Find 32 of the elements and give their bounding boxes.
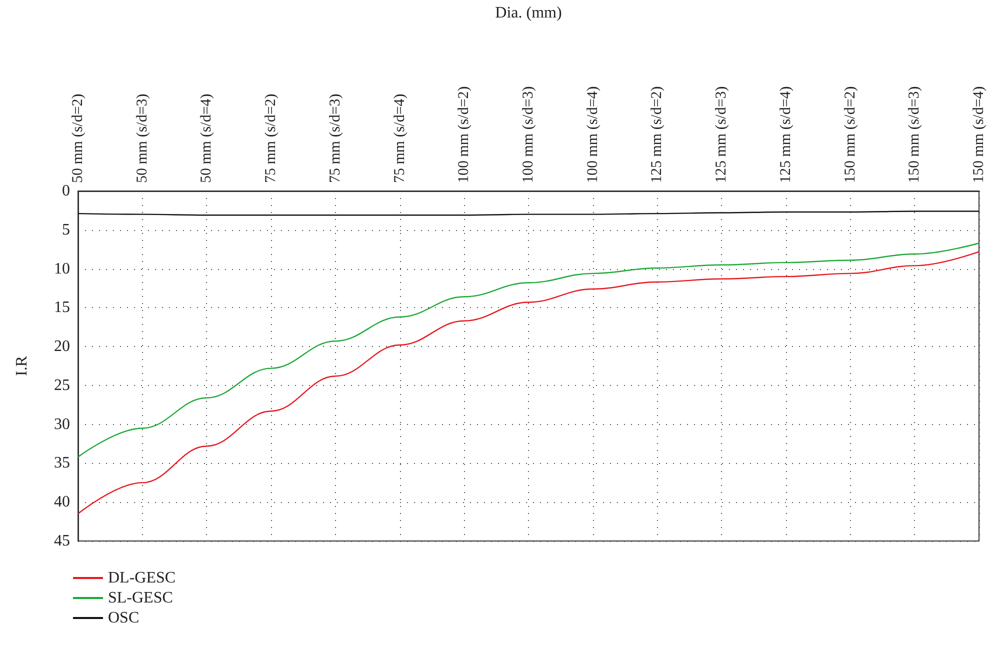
legend-label: OSC: [108, 610, 140, 626]
y-tick-label: 45: [54, 532, 70, 550]
y-tick-label: 15: [54, 299, 70, 316]
x-tick-label: 100 mm (s/d=2): [456, 86, 472, 183]
x-tick-label: 50 mm (s/d=4): [198, 94, 215, 183]
x-tick-label: 50 mm (s/d=3): [134, 94, 150, 183]
y-tick-label: 10: [54, 260, 70, 278]
y-tick-label: 0: [62, 182, 70, 200]
x-tick-label: 125 mm (s/d=4): [778, 86, 794, 183]
x-tick-label: 100 mm (s/d=3): [520, 86, 536, 183]
y-tick-label: 35: [54, 454, 70, 472]
line-series: [77, 242, 980, 458]
y-tick-label: 5: [62, 221, 70, 238]
x-tick-label: 75 mm (s/d=4): [392, 94, 408, 183]
y-tick-label: 30: [54, 416, 70, 433]
x-tick-label: 150 mm (s/d=4): [971, 86, 987, 183]
y-tick-label: 40: [54, 494, 70, 511]
x-tick-label: 125 mm (s/d=3): [714, 86, 730, 183]
x-tick-label: 150 mm (s/d=2): [842, 86, 858, 183]
x-tick-label: 100 mm (s/d=4): [584, 86, 601, 183]
x-tick-label: 75 mm (s/d=2): [263, 94, 280, 183]
x-tick-label: 150 mm (s/d=3): [906, 86, 923, 183]
legend-label: SL-GESC: [108, 590, 173, 606]
y-tick-label: 25: [54, 376, 70, 394]
y-tick-label: 20: [54, 338, 70, 356]
x-tick-label: 75 mm (s/d=3): [327, 94, 344, 183]
x-axis-title: Dia. (mm): [495, 4, 562, 22]
line-series: [77, 251, 980, 514]
x-tick-label: 50 mm (s/d=2): [70, 94, 86, 183]
x-tick-label: 125 mm (s/d=2): [649, 86, 666, 183]
legend-label: DL-GESC: [108, 570, 176, 586]
y-axis-title: I.R: [14, 356, 30, 376]
